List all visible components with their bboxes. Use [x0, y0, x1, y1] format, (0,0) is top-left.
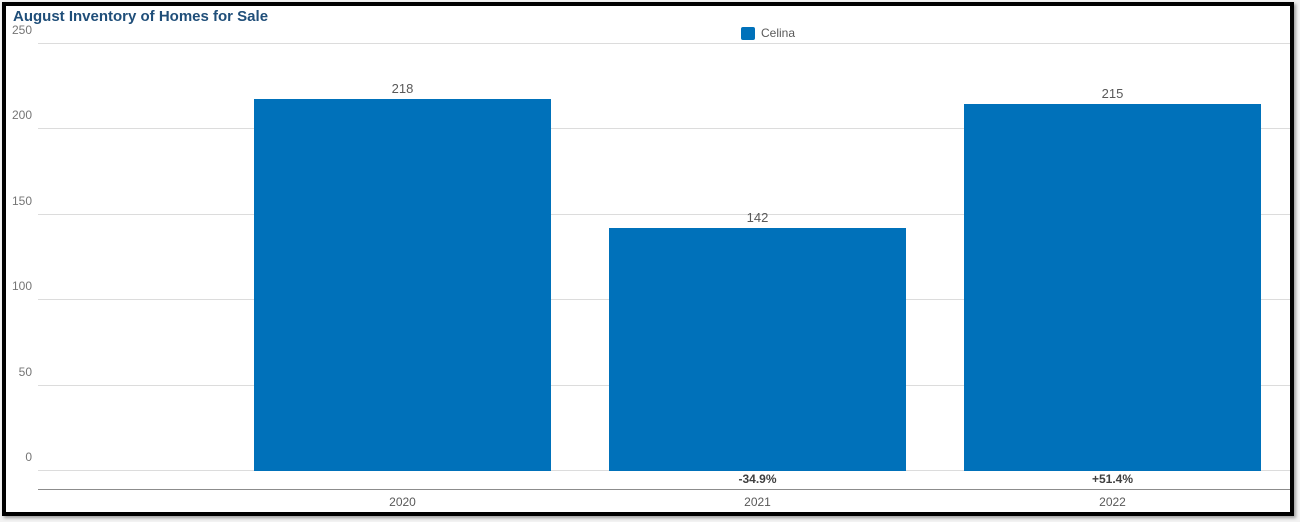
change-label-2021: -34.9%	[738, 472, 777, 486]
change-label-2022: +51.4%	[1091, 472, 1134, 486]
y-tick-label-50: 50	[18, 364, 32, 379]
bar-value-label-2021: 142	[746, 210, 769, 226]
gridline-250	[38, 43, 1290, 44]
bar-slot-2020: 218	[225, 44, 580, 471]
bar-slot-2021: 142	[580, 44, 935, 471]
x-axis-label-2020: 2020	[389, 495, 416, 509]
y-tick-label-200: 200	[11, 108, 32, 123]
y-tick-label-250: 250	[11, 23, 32, 37]
bar-layer: 218 142 215	[225, 44, 1290, 471]
bar-2020[interactable]	[254, 98, 551, 471]
x-axis-line	[38, 489, 1290, 490]
chart-panel: August Inventory of Homes for Sale Celin…	[2, 2, 1294, 516]
gridline-200	[38, 128, 1290, 130]
legend-label: Celina	[761, 26, 796, 40]
bar-slot-2022: 215	[935, 44, 1290, 471]
change-label-row: -34.9% +51.4%	[225, 471, 1290, 488]
chart-title: August Inventory of Homes for Sale	[13, 8, 269, 25]
plot-area: 0 50 100 150 200 250 218 142 215	[12, 23, 1290, 471]
x-axis-label-2022: 2022	[1099, 495, 1126, 509]
y-tick-label-100: 100	[11, 279, 32, 294]
x-axis-label-row: 2020 2021 2022	[225, 493, 1290, 511]
x-axis-label-2021: 2021	[744, 495, 771, 509]
gridline-150	[38, 213, 1290, 215]
bar-value-label-2022: 215	[1101, 85, 1124, 101]
bar-2021[interactable]	[609, 228, 906, 471]
y-tick-label-150: 150	[11, 193, 32, 208]
change-label-2020	[225, 471, 580, 488]
bar-value-label-2020: 218	[391, 80, 414, 96]
y-tick-label-0: 0	[25, 450, 32, 464]
legend-item-celina[interactable]: Celina	[741, 25, 795, 41]
bar-2022[interactable]	[964, 103, 1261, 471]
legend-swatch-icon	[741, 26, 755, 40]
